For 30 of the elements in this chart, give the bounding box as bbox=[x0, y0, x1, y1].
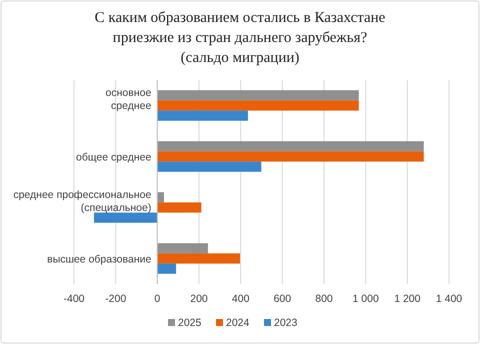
x-tick-label: -400 bbox=[63, 293, 85, 305]
bar bbox=[157, 202, 202, 213]
legend-label: 2025 bbox=[178, 317, 202, 329]
bar bbox=[94, 212, 158, 223]
bar bbox=[157, 253, 240, 264]
x-tick-label: 1 400 bbox=[436, 293, 462, 305]
bar bbox=[157, 100, 359, 111]
y-tick-label: высшее образование bbox=[47, 254, 152, 266]
x-tick-label: 200 bbox=[190, 293, 208, 305]
x-tick-label: -200 bbox=[105, 293, 126, 305]
bar bbox=[157, 151, 424, 162]
x-tick-label: 600 bbox=[274, 293, 292, 305]
legend-label: 2023 bbox=[274, 317, 298, 329]
x-tick-label: 1 200 bbox=[394, 293, 421, 305]
bar bbox=[157, 264, 176, 274]
bar bbox=[157, 162, 262, 172]
x-tick-label: 400 bbox=[232, 293, 250, 305]
legend-label: 2024 bbox=[226, 317, 250, 329]
bar bbox=[157, 110, 248, 121]
x-tick-label: 800 bbox=[315, 293, 333, 305]
bar bbox=[157, 192, 164, 202]
y-tick-label: среднее профессиональное (специальное) bbox=[13, 188, 152, 214]
x-tick-label: 1 000 bbox=[352, 293, 379, 305]
y-tick-label: общее среднее bbox=[76, 152, 152, 164]
y-tick-label: основное среднее bbox=[106, 86, 152, 112]
x-tick-label: 0 bbox=[154, 293, 160, 305]
bar bbox=[157, 243, 208, 254]
bar bbox=[157, 141, 424, 152]
chart-title: С каким образованием остались в Казахстане приезжие из стран дальнего зарубежья? (сальдо миграции) bbox=[94, 10, 386, 66]
bar bbox=[157, 90, 359, 100]
